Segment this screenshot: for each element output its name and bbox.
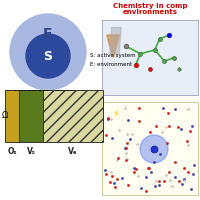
Text: E: environment: E: environment — [90, 62, 132, 68]
Text: E: E — [43, 27, 53, 41]
Polygon shape — [110, 27, 121, 54]
Circle shape — [10, 14, 86, 90]
Text: Vₛ: Vₛ — [27, 147, 35, 156]
Text: Ω: Ω — [2, 112, 8, 120]
Bar — [5, 90, 19, 142]
Text: Chemistry in comp: Chemistry in comp — [113, 3, 187, 9]
Text: S: S — [44, 49, 52, 62]
Bar — [102, 20, 198, 95]
Text: ⚡: ⚡ — [113, 109, 119, 119]
Polygon shape — [107, 35, 119, 58]
Text: Oₛ: Oₛ — [7, 147, 17, 156]
Circle shape — [26, 34, 70, 78]
Text: S: active system: S: active system — [90, 52, 136, 58]
Bar — [43, 90, 103, 142]
Text: environments: environments — [122, 9, 178, 15]
Polygon shape — [140, 135, 168, 163]
Bar — [102, 102, 198, 195]
Bar — [19, 90, 43, 142]
Text: Vₑ: Vₑ — [68, 147, 78, 156]
